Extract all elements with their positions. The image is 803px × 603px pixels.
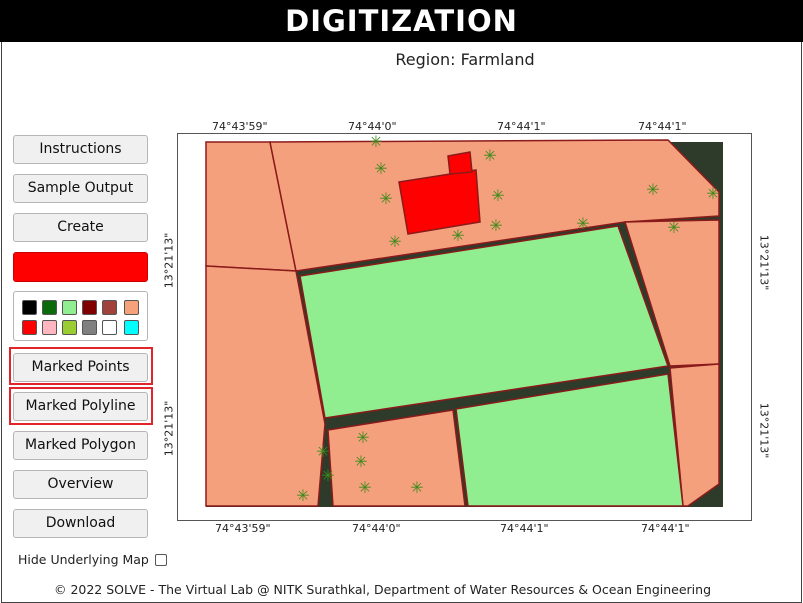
palette-swatch-pink[interactable] <box>42 320 57 335</box>
footer-credit: © 2022 SOLVE - The Virtual Lab @ NITK Su… <box>53 582 712 597</box>
right-coord-2: 13°21'13" <box>757 402 771 459</box>
top-coord-2: 74°44'0" <box>348 120 397 133</box>
building-polygon-red-small[interactable] <box>447 151 473 175</box>
map-drawing[interactable]: ✳ ✳ ✳ ✳ ✳ ✳ ✳ ✳ ✳ ✳ ✳ ✳ ✳ ✳ ✳ ✳ ✳ ✳ ✳ <box>178 132 751 520</box>
palette-swatch-salmon[interactable] <box>124 300 139 315</box>
hide-map-row: Hide Underlying Map <box>18 552 167 567</box>
palette-swatch-brown[interactable] <box>102 300 117 315</box>
point-marker-icon[interactable]: ✳ <box>491 186 504 205</box>
marked-polygon-button[interactable]: Marked Polygon <box>13 431 148 460</box>
palette-swatch-light-green[interactable] <box>62 300 77 315</box>
palette-swatch-maroon[interactable] <box>82 300 97 315</box>
bottom-coord-2: 74°44'0" <box>352 522 401 535</box>
marked-points-highlight <box>9 347 153 385</box>
point-marker-icon[interactable]: ✳ <box>576 214 589 233</box>
palette-swatch-red[interactable] <box>22 320 37 335</box>
sample-output-button[interactable]: Sample Output <box>13 174 148 203</box>
point-marker-icon[interactable]: ✳ <box>706 184 719 203</box>
bottom-coord-3: 74°44'1" <box>500 522 549 535</box>
top-coord-4: 74°44'1" <box>638 120 687 133</box>
point-marker-icon[interactable]: ✳ <box>369 132 382 151</box>
field-polygon-left[interactable] <box>205 265 326 507</box>
point-marker-icon[interactable]: ✳ <box>646 180 659 199</box>
palette-swatch-gray[interactable] <box>82 320 97 335</box>
marked-polyline-button[interactable]: Marked Polyline <box>13 392 148 421</box>
point-marker-icon[interactable]: ✳ <box>374 159 387 178</box>
point-marker-icon[interactable]: ✳ <box>321 466 334 485</box>
download-button[interactable]: Download <box>13 509 148 538</box>
field-polygon-bottom-left[interactable] <box>327 409 466 507</box>
selected-color-swatch[interactable] <box>13 252 148 282</box>
point-marker-icon[interactable]: ✳ <box>667 218 680 237</box>
color-palette <box>13 291 148 341</box>
app-title: DIGITIZATION <box>0 0 803 42</box>
overview-button[interactable]: Overview <box>13 470 148 499</box>
region-label: Region: Farmland <box>395 50 535 69</box>
point-marker-icon[interactable]: ✳ <box>410 478 423 497</box>
right-coord-1: 13°21'13" <box>757 234 771 291</box>
point-marker-icon[interactable]: ✳ <box>388 232 401 251</box>
point-marker-icon[interactable]: ✳ <box>483 146 496 165</box>
point-marker-icon[interactable]: ✳ <box>489 216 502 235</box>
marked-polyline-highlight <box>9 387 153 425</box>
create-button[interactable]: Create <box>13 213 148 242</box>
point-markers: ✳ ✳ ✳ ✳ ✳ ✳ ✳ ✳ ✳ ✳ ✳ ✳ ✳ ✳ ✳ ✳ ✳ ✳ ✳ <box>296 132 719 505</box>
instructions-button[interactable]: Instructions <box>13 135 148 164</box>
palette-swatch-cyan[interactable] <box>124 320 139 335</box>
point-marker-icon[interactable]: ✳ <box>358 478 371 497</box>
left-coord-1: 13°21'13" <box>162 232 176 289</box>
field-polygon-green-bottom[interactable] <box>455 373 684 507</box>
point-marker-icon[interactable]: ✳ <box>296 486 309 505</box>
bottom-coord-1: 74°43'59" <box>215 522 271 535</box>
field-polygon-green-large[interactable] <box>299 225 670 419</box>
building-polygon-red[interactable] <box>398 169 481 235</box>
hide-map-label: Hide Underlying Map <box>18 552 149 567</box>
point-marker-icon[interactable]: ✳ <box>379 189 392 208</box>
top-coord-1: 74°43'59" <box>212 120 268 133</box>
hide-map-checkbox[interactable] <box>154 553 167 566</box>
point-marker-icon[interactable]: ✳ <box>356 428 369 447</box>
point-marker-icon[interactable]: ✳ <box>354 452 367 471</box>
marked-points-button[interactable]: Marked Points <box>13 353 148 382</box>
map-canvas[interactable]: ✳ ✳ ✳ ✳ ✳ ✳ ✳ ✳ ✳ ✳ ✳ ✳ ✳ ✳ ✳ ✳ ✳ ✳ ✳ <box>177 132 752 521</box>
left-coord-2: 13°21'13" <box>162 400 176 457</box>
palette-swatch-dark-green[interactable] <box>42 300 57 315</box>
palette-swatch-white[interactable] <box>102 320 117 335</box>
bottom-coord-4: 74°44'1" <box>641 522 690 535</box>
point-marker-icon[interactable]: ✳ <box>451 226 464 245</box>
palette-swatch-black[interactable] <box>22 300 37 315</box>
palette-swatch-yellow-green[interactable] <box>62 320 77 335</box>
point-marker-icon[interactable]: ✳ <box>316 442 329 461</box>
top-coord-3: 74°44'1" <box>497 120 546 133</box>
